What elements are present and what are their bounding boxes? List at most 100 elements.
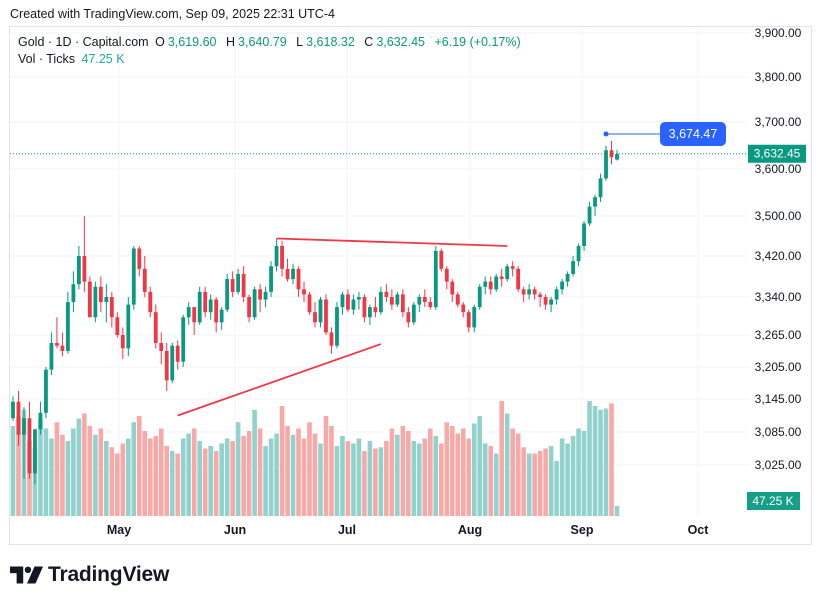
- open-label: O: [155, 35, 165, 49]
- trendline-lower: [177, 343, 382, 417]
- volume-bar: [411, 441, 417, 516]
- high-marker-label-box: [660, 121, 726, 146]
- candle-body: [346, 294, 350, 310]
- candle: [461, 302, 466, 318]
- candle: [373, 297, 378, 318]
- candle: [33, 429, 37, 485]
- candle: [280, 241, 284, 277]
- x-axis-tick-label: May: [107, 523, 131, 537]
- candle: [571, 256, 575, 277]
- candle: [181, 314, 186, 367]
- candle: [109, 291, 114, 328]
- candle: [208, 294, 213, 320]
- candle-body: [428, 302, 433, 308]
- candle: [82, 216, 87, 292]
- candle-body: [362, 297, 367, 318]
- candle: [499, 268, 504, 287]
- candle: [44, 367, 48, 419]
- candle-body: [60, 345, 65, 351]
- y-axis-tick-label: 3,500.00: [755, 209, 802, 223]
- candle-body: [104, 297, 109, 303]
- candle-body: [164, 351, 169, 381]
- volume-bar: [191, 428, 197, 516]
- candle: [49, 332, 54, 375]
- volume-bar: [235, 422, 241, 516]
- candle: [22, 407, 26, 479]
- candle-body: [400, 294, 405, 313]
- volume-bar: [54, 422, 60, 516]
- volume-bar: [455, 433, 461, 516]
- y-axis-tick-label: 3,145.00: [755, 392, 802, 406]
- volume-bar: [10, 426, 16, 516]
- candle-body: [587, 206, 592, 224]
- volume-label: Vol · Ticks: [18, 52, 75, 66]
- candle: [313, 302, 317, 328]
- volume-bar: [510, 428, 515, 516]
- open-value: 3,619.60: [167, 35, 217, 49]
- candle: [560, 279, 564, 295]
- candle: [538, 291, 543, 308]
- volume-bar: [268, 438, 274, 516]
- y-axis-tick-label: 3,085.00: [755, 425, 802, 439]
- volume-bar: [384, 441, 389, 516]
- candle: [587, 201, 592, 226]
- candle: [104, 284, 109, 323]
- volume-bar: [43, 428, 49, 516]
- candle-body: [439, 251, 444, 269]
- volume-bar: [263, 446, 268, 516]
- candle: [11, 396, 15, 421]
- last-price-tag: [748, 144, 806, 163]
- chart-legend: Gold · 1D · Capital.com O 3,619.60 H 3,640…: [18, 34, 527, 68]
- x-axis-tick-label: Oct: [688, 523, 710, 537]
- candle: [477, 284, 482, 310]
- candle: [549, 297, 554, 313]
- x-axis-tick-label: Sep: [571, 523, 594, 537]
- volume-bar: [521, 447, 526, 516]
- candle-body: [543, 297, 548, 305]
- volume-bar: [587, 401, 592, 516]
- volume-bar: [609, 403, 614, 516]
- candle-body: [126, 304, 131, 349]
- candle-body: [433, 251, 438, 308]
- candle-body: [170, 345, 175, 381]
- candle: [615, 149, 619, 161]
- tradingview-logo[interactable]: TradingView: [10, 563, 169, 587]
- volume-bar: [93, 434, 98, 516]
- candle-body: [615, 153, 619, 160]
- candle: [384, 284, 389, 303]
- volume-bar: [213, 451, 219, 516]
- candle: [340, 291, 345, 315]
- tradingview-wordmark: TradingView: [48, 563, 170, 586]
- volume-bar: [400, 426, 406, 516]
- candle-body: [389, 297, 394, 305]
- candle: [494, 273, 499, 292]
- volume-bar: [493, 453, 499, 516]
- volume-bar: [433, 436, 439, 516]
- candle-body: [302, 289, 306, 295]
- volume-bar: [115, 453, 120, 516]
- candle: [598, 173, 603, 202]
- volume-bar: [351, 443, 356, 516]
- candle-body: [527, 289, 532, 295]
- candle-body: [417, 297, 422, 305]
- candle: [582, 221, 586, 251]
- candle: [483, 276, 488, 295]
- candle: [16, 391, 21, 446]
- candle: [153, 304, 158, 349]
- volume-bar: [197, 441, 202, 516]
- candle-body: [516, 268, 521, 290]
- candle-body: [76, 256, 81, 285]
- volume-bar: [532, 453, 537, 516]
- candle-body: [313, 312, 317, 323]
- candle-body: [582, 223, 586, 246]
- candle: [417, 294, 422, 313]
- volume-bar: [98, 428, 104, 516]
- volume-bar: [543, 448, 548, 516]
- candle: [60, 332, 65, 357]
- candle-body: [609, 150, 614, 158]
- volume-bar: [82, 413, 87, 516]
- candle: [241, 266, 246, 303]
- candle-body: [203, 291, 208, 313]
- candle-body: [378, 291, 383, 313]
